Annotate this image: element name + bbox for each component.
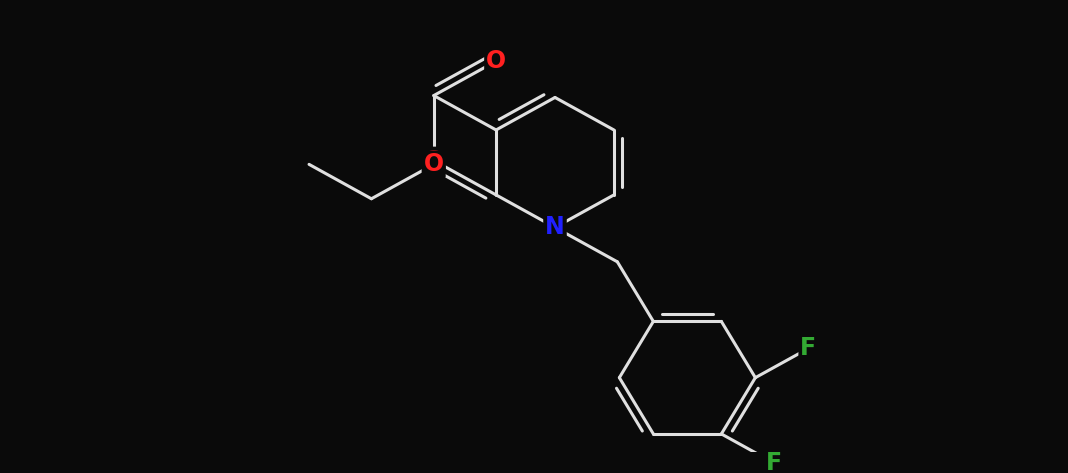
Text: F: F — [800, 336, 816, 360]
Text: N: N — [545, 215, 565, 239]
Text: O: O — [424, 152, 444, 176]
Text: O: O — [486, 49, 506, 73]
Text: F: F — [767, 451, 783, 473]
Text: O: O — [424, 149, 444, 173]
